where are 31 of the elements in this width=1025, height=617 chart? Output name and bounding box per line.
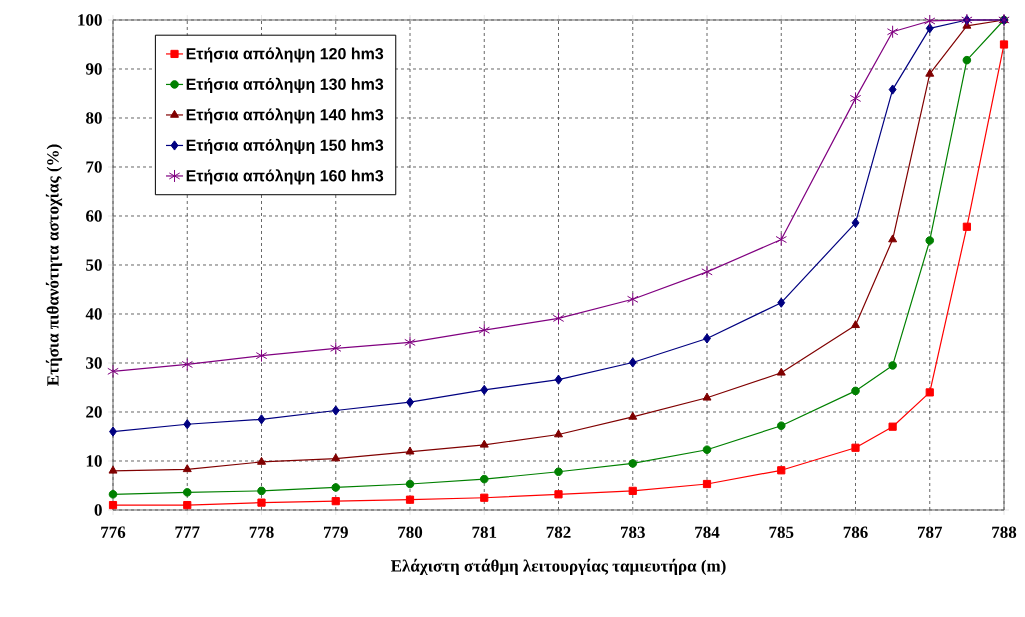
legend-label: Ετήσια απόληψη 150 hm3 bbox=[186, 138, 384, 155]
x-tick-label: 776 bbox=[101, 526, 126, 538]
legend-label: Ετήσια απόληψη 120 hm3 bbox=[186, 47, 384, 63]
x-tick-label: 777 bbox=[175, 526, 200, 538]
y-axis-title: Ετήσια πιθανότητα αστοχίας (%) bbox=[45, 144, 63, 386]
y-tick-label: 80 bbox=[86, 112, 102, 124]
x-tick-label: 781 bbox=[472, 526, 497, 538]
y-tick-label: 0 bbox=[94, 504, 102, 516]
x-tick-label: 783 bbox=[620, 526, 645, 538]
x-tick-label: 778 bbox=[249, 526, 274, 538]
y-tick-label: 90 bbox=[85, 63, 102, 75]
x-tick-label: 786 bbox=[843, 526, 868, 538]
y-tick-label: 30 bbox=[86, 357, 102, 369]
x-axis-title: Ελάχιστη στάθμη λειτουργίας ταμιευτήρα (m) bbox=[390, 558, 726, 576]
legend-label: Ετήσια απόληψη 140 hm3 bbox=[186, 108, 384, 124]
y-tick-label: 70 bbox=[86, 161, 102, 173]
y-tick-label: 50 bbox=[86, 259, 102, 271]
x-tick-label: 780 bbox=[398, 526, 423, 538]
y-tick-label: 10 bbox=[86, 455, 102, 467]
legend-label: Ετήσια απόληψη 130 hm3 bbox=[186, 77, 384, 94]
legend-label: Ετήσια απόληψη 160 hm3 bbox=[186, 169, 384, 185]
x-tick-label: 782 bbox=[546, 526, 571, 538]
x-tick-label: 784 bbox=[695, 526, 720, 538]
x-tick-label: 788 bbox=[992, 526, 1017, 538]
x-tick-label: 785 bbox=[769, 526, 794, 538]
y-tick-label: 40 bbox=[85, 308, 102, 320]
x-tick-label: 779 bbox=[323, 526, 348, 538]
y-tick-label: 100 bbox=[78, 14, 102, 26]
y-tick-label: 60 bbox=[86, 210, 102, 222]
x-tick-label: 787 bbox=[917, 526, 943, 538]
y-tick-label: 20 bbox=[86, 406, 102, 418]
